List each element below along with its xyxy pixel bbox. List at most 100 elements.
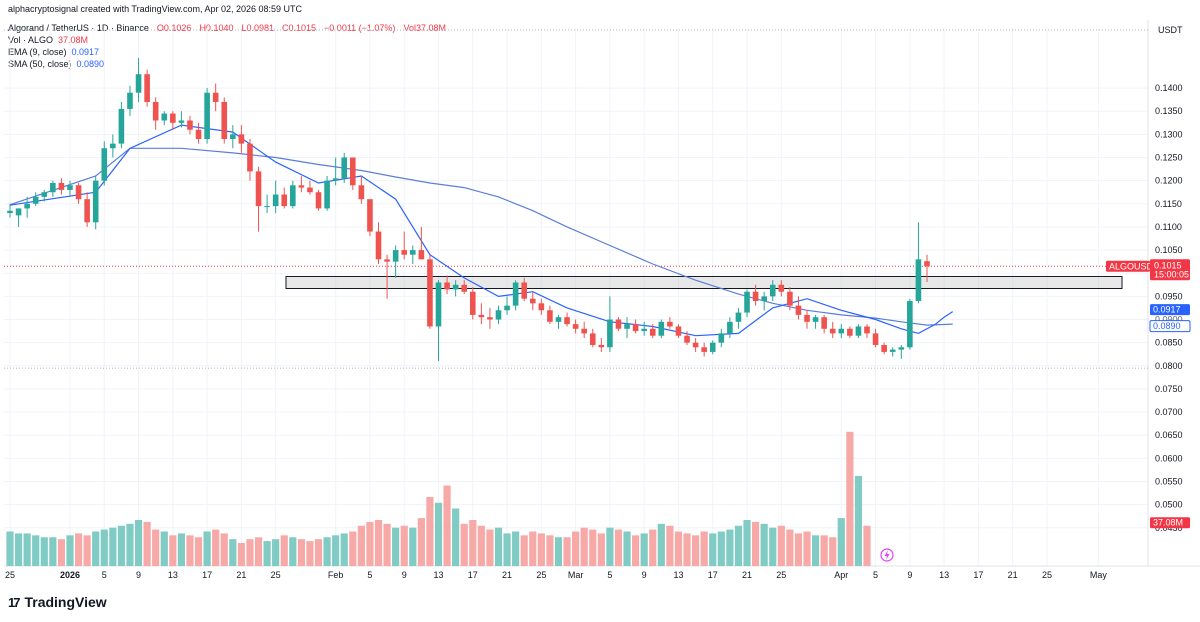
volume-bar [460, 523, 468, 566]
time-tick-label: 21 [742, 570, 752, 580]
candle-body [744, 291, 750, 313]
candle-body [521, 282, 527, 299]
volume-bar [837, 518, 845, 566]
volume-bar [169, 535, 177, 566]
volume-value: Vol37.08M [403, 23, 446, 33]
volume-bar [666, 525, 674, 566]
time-tick-label: Mar [568, 570, 584, 580]
time-tick-label: 13 [168, 570, 178, 580]
volume-bar [709, 533, 717, 566]
sma-label[interactable]: SMA (50, close) [8, 59, 72, 69]
price-tick-label: 0.1150 [1155, 199, 1182, 209]
ema-label[interactable]: EMA (9, close) [8, 47, 67, 57]
candle-body [649, 328, 656, 336]
symbol-name[interactable]: Algorand / TetherUS · 1D · Binance [8, 23, 149, 33]
volume-bar [829, 537, 837, 566]
volume-bar [160, 531, 168, 566]
volume-bar [392, 527, 400, 566]
candle-body [838, 328, 845, 334]
volume-bar [563, 537, 571, 566]
volume-bar [572, 531, 580, 566]
close-value: C0.1015 [282, 23, 317, 33]
volume-bar [743, 520, 751, 566]
price-tick-label: 0.0850 [1155, 338, 1183, 348]
volume-bar [297, 539, 305, 566]
volume-bar [692, 535, 700, 566]
candle-body [795, 305, 802, 315]
vol-indicator-value: 37.08M [58, 35, 89, 45]
volume-bar [400, 525, 408, 566]
candle-body [487, 317, 493, 320]
volume-bar [580, 527, 588, 566]
time-tick-label: 17 [708, 570, 718, 580]
candle-body [247, 143, 253, 172]
volume-bar [109, 527, 117, 566]
volume-bar [854, 475, 863, 566]
candle-body [444, 282, 450, 290]
candle-body [461, 284, 468, 292]
price-tick-label: 0.0600 [1155, 453, 1183, 463]
legend-vol-row[interactable]: Vol · ALGO 37.08M [8, 34, 449, 46]
price-tick-label: 0.1250 [1155, 153, 1183, 163]
candle-body [547, 310, 553, 322]
candle-body [855, 326, 862, 336]
candle-body [607, 319, 613, 348]
candle-body [375, 231, 382, 260]
candle-body [641, 328, 647, 332]
candle-body [144, 74, 150, 102]
sma-tag-bg [1149, 320, 1191, 333]
candle-body [692, 342, 699, 348]
volume-bar [306, 541, 314, 566]
candle-body [324, 180, 330, 209]
candle-body [435, 282, 442, 327]
candle-body [307, 187, 313, 193]
candle-body [127, 92, 133, 109]
candle-body [504, 305, 510, 311]
volume-bar [820, 535, 828, 566]
price-tick-label: 0.0750 [1155, 384, 1183, 394]
candle-body [495, 310, 502, 320]
candle-body [418, 250, 425, 260]
tradingview-logo: 17 [8, 594, 21, 610]
volume-bar [426, 497, 434, 566]
volume-bar [846, 431, 854, 566]
candle-body [118, 108, 125, 144]
volume-bar [717, 531, 725, 566]
volume-bar [349, 531, 357, 566]
volume-bar [246, 539, 254, 566]
volume-bar [657, 523, 665, 566]
candle-body [847, 328, 853, 336]
chart-credit: alphacryptosignal created with TradingVi… [8, 4, 303, 14]
candle-body [787, 291, 793, 306]
open-value: O0.1026 [156, 23, 192, 33]
volume-bar [606, 527, 614, 566]
volume-bar [374, 520, 383, 566]
legend-sma-row[interactable]: SMA (50, close) 0.0890 [8, 58, 449, 70]
time-tick-label: May [1090, 570, 1108, 580]
candle-body [529, 298, 536, 304]
high-value: H0.1040 [199, 23, 234, 33]
footer-brand[interactable]: 17 TradingView [8, 594, 107, 610]
volume-tag: 37.08M [1153, 518, 1183, 528]
candle-body [709, 342, 716, 352]
volume-bar [152, 529, 160, 566]
legend-ema-row[interactable]: EMA (9, close) 0.0917 [8, 46, 449, 58]
volume-bar [503, 533, 511, 566]
volume-bar [340, 533, 348, 566]
volume-bar [280, 535, 288, 566]
volume-bar [726, 529, 734, 566]
time-tick-label: 9 [402, 570, 407, 580]
vol-indicator-label[interactable]: Vol · ALGO [8, 35, 54, 45]
volume-bar [323, 537, 331, 566]
price-tick-label: 0.0800 [1155, 361, 1183, 371]
candle-body [469, 291, 476, 315]
legend-symbol-row[interactable]: Algorand / TetherUS · 1D · Binance O0.10… [8, 22, 449, 34]
volume-bar [546, 535, 554, 566]
candle-body [290, 185, 296, 207]
candle-body [255, 171, 262, 207]
volume-bar [220, 533, 228, 566]
volume-bar [194, 537, 203, 566]
volume-bar [794, 533, 803, 566]
candle-body [538, 303, 545, 311]
